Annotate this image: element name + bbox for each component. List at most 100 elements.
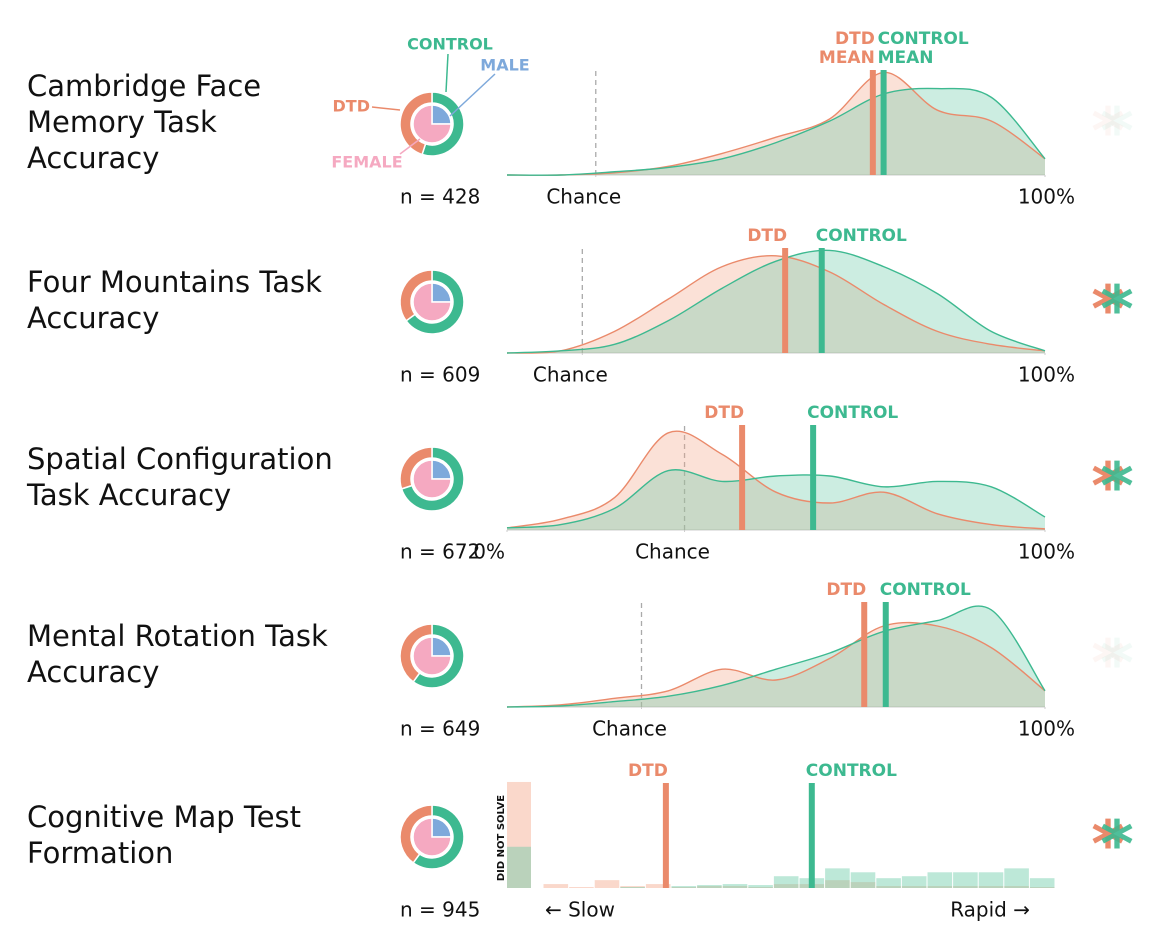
mean-line bbox=[880, 70, 887, 175]
mean-line bbox=[739, 425, 746, 530]
mean-label: CONTROL bbox=[806, 761, 897, 781]
mean-line bbox=[861, 602, 868, 707]
donut-segment bbox=[399, 623, 433, 683]
histogram-bar bbox=[543, 884, 569, 888]
histogram-bar bbox=[620, 886, 645, 888]
density-line bbox=[506, 255, 1046, 354]
mean-line bbox=[808, 783, 815, 888]
histogram-bar bbox=[697, 886, 722, 888]
mean-line bbox=[869, 70, 876, 175]
leader-line bbox=[449, 73, 496, 117]
x-end-label: Rapid → bbox=[950, 898, 1030, 922]
x-tick-label: Chance bbox=[592, 717, 667, 741]
histogram-bar bbox=[901, 876, 927, 888]
histogram-bar bbox=[978, 872, 1004, 888]
x-tick-label: 0% bbox=[473, 540, 505, 564]
histogram-bar bbox=[1029, 878, 1055, 888]
mean-label: DTD bbox=[628, 761, 668, 781]
density-area bbox=[507, 469, 1045, 530]
did-not-solve-bar bbox=[507, 781, 531, 888]
leader-line bbox=[445, 53, 449, 93]
donut-label: FEMALE bbox=[331, 153, 402, 172]
donut-segment bbox=[399, 91, 433, 156]
n-label: n = 609 bbox=[400, 363, 480, 387]
significance-marker: * bbox=[1091, 451, 1124, 525]
density-area bbox=[507, 431, 1045, 530]
x-tick-label: 100% bbox=[1018, 540, 1075, 564]
histogram-bar bbox=[773, 876, 799, 888]
histogram-bar bbox=[748, 885, 773, 888]
density-area bbox=[507, 622, 1045, 707]
donut-segment bbox=[412, 817, 452, 857]
x-tick-label: Chance bbox=[635, 540, 710, 564]
mean-line bbox=[810, 425, 817, 530]
significance-marker: * bbox=[1091, 96, 1124, 170]
donut-segment bbox=[399, 446, 433, 490]
row-title: Four Mountains Task bbox=[27, 265, 322, 299]
histogram-bar bbox=[927, 872, 953, 888]
row-title: Accuracy bbox=[27, 655, 159, 689]
histogram-bar bbox=[825, 868, 850, 888]
histogram-bar bbox=[671, 886, 697, 888]
mean-label: CONTROL bbox=[878, 29, 969, 49]
histogram-bar bbox=[645, 884, 671, 888]
histogram-bar bbox=[876, 886, 901, 888]
donut-label: DTD bbox=[333, 97, 370, 116]
donut-segment bbox=[412, 636, 452, 676]
x-tick-label: 100% bbox=[1018, 717, 1075, 741]
n-label: n = 672 bbox=[400, 540, 480, 564]
histogram-bar bbox=[773, 884, 799, 888]
mean-label: CONTROL bbox=[807, 403, 898, 423]
histogram-bar bbox=[876, 878, 901, 888]
density-area bbox=[507, 255, 1045, 354]
density-line bbox=[506, 605, 1046, 708]
histogram-bar bbox=[850, 872, 876, 888]
donut-segment bbox=[412, 804, 465, 870]
n-label: n = 428 bbox=[400, 185, 480, 209]
donut-label: MALE bbox=[480, 56, 529, 75]
histogram-bar bbox=[927, 886, 953, 888]
density-area bbox=[507, 72, 1045, 176]
donut-segment bbox=[405, 269, 465, 335]
histogram-bar bbox=[901, 886, 927, 888]
did-not-solve-label: DID NOT SOLVE bbox=[496, 795, 507, 881]
row-title: Spatial Configuration bbox=[27, 442, 333, 476]
histogram-bar bbox=[850, 882, 876, 888]
x-end-label: ← Slow bbox=[545, 898, 615, 922]
row-title: Accuracy bbox=[27, 301, 159, 335]
density-line bbox=[506, 430, 1046, 530]
x-tick-label: Chance bbox=[533, 363, 608, 387]
histogram-bar bbox=[722, 886, 748, 888]
mean-line bbox=[662, 783, 669, 888]
donut-segment bbox=[399, 804, 433, 864]
density-area bbox=[507, 250, 1045, 353]
histogram-bar bbox=[748, 887, 773, 888]
donut-segment bbox=[412, 104, 452, 144]
significance-marker: * bbox=[1091, 809, 1124, 883]
histogram-bar bbox=[978, 886, 1004, 888]
histogram-bar bbox=[953, 872, 978, 888]
mean-label: MEAN bbox=[878, 48, 934, 68]
mean-label: DTD bbox=[704, 403, 744, 423]
mean-label: DTD bbox=[835, 29, 875, 49]
significance-marker: * bbox=[1100, 628, 1133, 702]
histogram-bar bbox=[594, 880, 620, 888]
histogram-bar bbox=[1029, 887, 1055, 888]
significance-marker: * bbox=[1100, 809, 1133, 883]
mean-label: MEAN bbox=[819, 48, 875, 68]
n-label: n = 649 bbox=[400, 717, 480, 741]
donut-segment bbox=[412, 282, 452, 322]
mean-label: DTD bbox=[747, 226, 787, 246]
row-title: Mental Rotation Task bbox=[27, 619, 328, 653]
x-tick-label: 100% bbox=[1018, 185, 1075, 209]
leader-line bbox=[371, 106, 401, 111]
donut-segment bbox=[412, 459, 452, 499]
did-not-solve-bar bbox=[507, 846, 531, 888]
donut-segment bbox=[400, 446, 465, 512]
density-line bbox=[506, 621, 1046, 708]
row-title: Cognitive Map Test bbox=[27, 800, 301, 834]
